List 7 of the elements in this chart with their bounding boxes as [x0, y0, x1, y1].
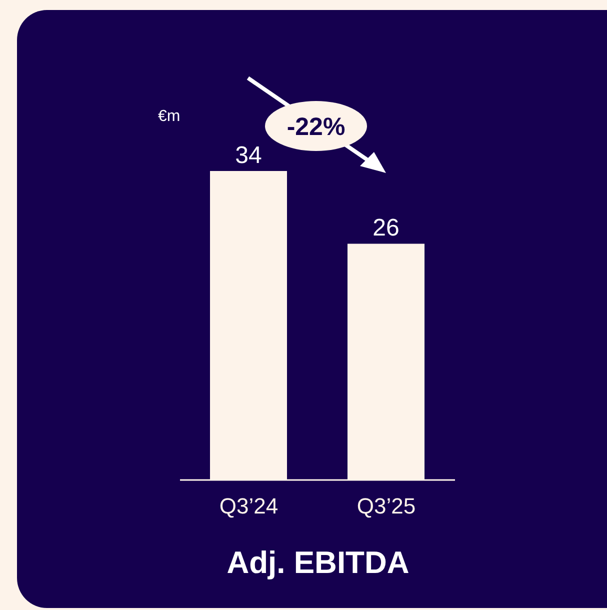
x-tick-label: Q3’24 — [219, 494, 278, 519]
data-label: 26 — [372, 214, 400, 242]
text: -22% — [286, 113, 346, 141]
y-axis-title: €m — [158, 108, 180, 126]
x-tick-label: Q3’25 — [356, 494, 416, 519]
data-label: 34 — [235, 142, 262, 169]
text: Adj. EBITDA — [226, 545, 410, 581]
